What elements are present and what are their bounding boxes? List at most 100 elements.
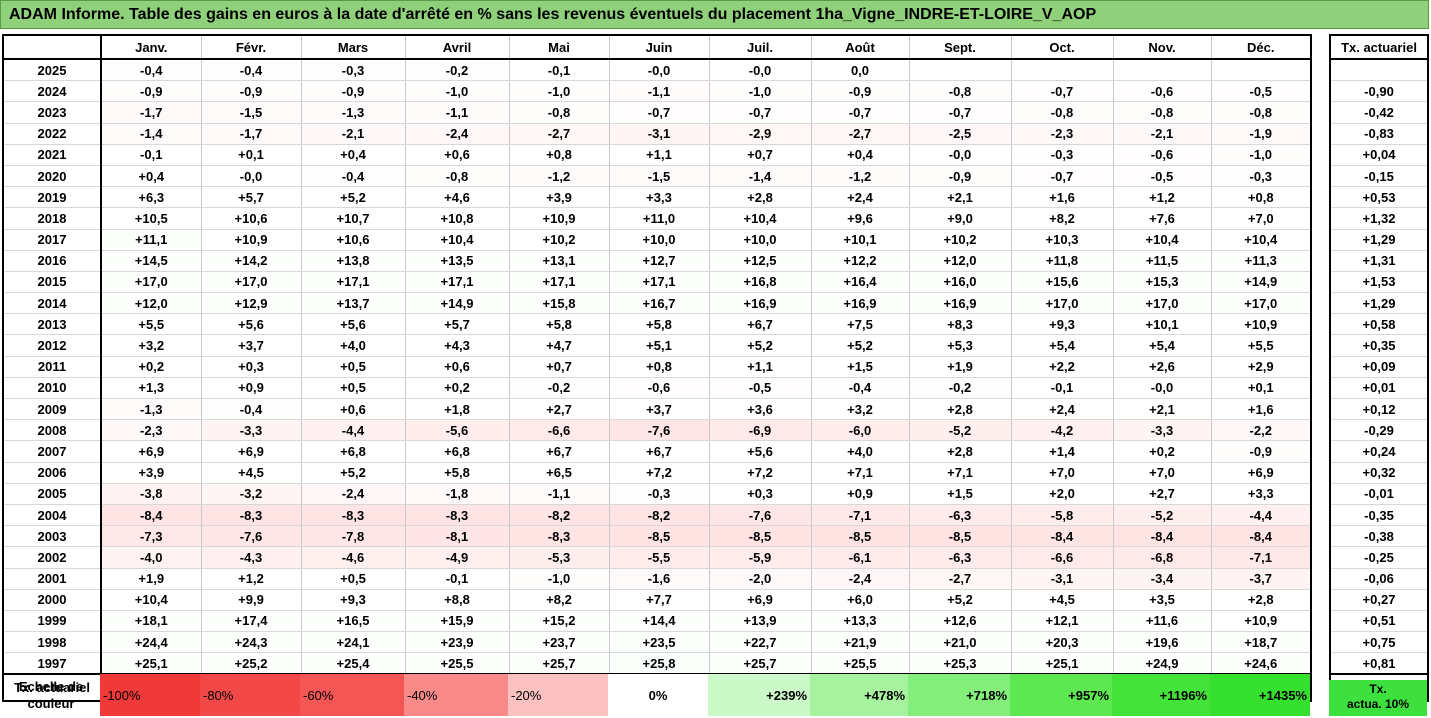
gain-cell: +16,9 — [811, 292, 910, 315]
tx-actuariel-cell: +1,53 — [1330, 271, 1429, 294]
gain-cell: -2,9 — [709, 123, 812, 145]
gain-cell: -4,9 — [405, 546, 510, 569]
gain-cell: -0,0 — [609, 59, 710, 82]
gain-cell: -2,1 — [1113, 123, 1212, 145]
year-cell: 2016 — [3, 250, 102, 272]
gain-cell: +0,6 — [405, 356, 510, 378]
gain-cell: +14,9 — [1211, 271, 1312, 294]
gain-cell: -1,0 — [1211, 144, 1312, 166]
tx-actuariel-cell: +0,04 — [1330, 144, 1429, 166]
gain-cell: -3,4 — [1113, 568, 1212, 590]
gain-cell: +1,6 — [1011, 186, 1114, 209]
gain-cell: -0,6 — [1113, 144, 1212, 166]
gain-cell: -6,6 — [1011, 546, 1114, 569]
gain-cell: -8,3 — [405, 504, 510, 527]
tx-actuariel-cell: +0,58 — [1330, 313, 1429, 336]
gain-cell: +10,9 — [1211, 313, 1312, 336]
gain-cell: +24,9 — [1113, 652, 1212, 676]
gain-cell: -5,6 — [405, 419, 510, 442]
gain-cell: +25,3 — [909, 652, 1012, 676]
gain-cell: +16,9 — [709, 292, 812, 315]
gain-cell: +1,6 — [1211, 398, 1312, 421]
month-header: Févr. — [201, 35, 302, 60]
gain-cell: +9,9 — [201, 589, 302, 611]
gain-cell: +10,4 — [1211, 229, 1312, 251]
table-row: 2011 +0,2 +0,3 +0,5 +0,6 +0,7 +0,8 +1,1 +1,5 +1,9… — [3, 356, 1312, 378]
gain-cell: +2,1 — [1113, 398, 1212, 421]
table-row: 2012 +3,2 +3,7 +4,0 +4,3 +4,7 +5,1 +5,2 +5,2 +5,3… — [3, 334, 1312, 357]
gain-cell: -0,0 — [709, 59, 812, 82]
gain-cell: +7,0 — [1113, 462, 1212, 484]
gain-cell: -3,1 — [609, 123, 710, 145]
gain-cell: +21,9 — [811, 631, 910, 654]
gain-cell: -4,2 — [1011, 419, 1114, 442]
gain-cell: +2,2 — [1011, 356, 1114, 378]
color-scale-swatch: -80% — [200, 674, 300, 716]
tx-actuariel-label: Tx. actuariel — [3, 674, 102, 702]
month-header: Déc. — [1211, 35, 1312, 60]
gain-cell: +2,8 — [909, 440, 1012, 463]
gain-cell: -6,1 — [811, 546, 910, 569]
gain-cell: -1,0 — [509, 80, 610, 103]
gain-cell: +5,5 — [1211, 334, 1312, 357]
gain-cell: +6,9 — [1211, 462, 1312, 484]
gain-cell: -3,3 — [1113, 419, 1212, 442]
gain-cell: -2,3 — [1011, 123, 1114, 145]
gain-cell: -2,1 — [301, 123, 406, 145]
gain-cell: +0,6 — [301, 398, 406, 421]
gain-cell: -0,3 — [301, 59, 406, 82]
gain-cell: +12,0 — [909, 250, 1012, 272]
gain-cell: -8,3 — [301, 504, 406, 527]
gain-cell: -0,9 — [811, 80, 910, 103]
gain-cell: +2,4 — [811, 186, 910, 209]
gains-table: Janv. Févr. Mars Avril Mai Juin Juil. Août Sept.… — [2, 34, 1312, 703]
gain-cell: +5,3 — [909, 334, 1012, 357]
year-cell: 2008 — [3, 419, 102, 442]
gain-cell: +11,8 — [1011, 250, 1114, 272]
year-cell: 2015 — [3, 271, 102, 294]
gain-cell: +16,8 — [709, 271, 812, 294]
table-row: 2001 +1,9 +1,2 +0,5 -0,1 -1,0 -1,6 -2,0 -2,4 -2,7… — [3, 568, 1312, 590]
tx-actuariel-cell: +0,27 — [1330, 589, 1429, 611]
gain-cell: +0,4 — [811, 144, 910, 166]
gain-cell: +10,3 — [1011, 229, 1114, 251]
gain-cell: +4,5 — [1011, 589, 1114, 611]
gain-cell: -2,0 — [709, 568, 812, 590]
gain-cell: -1,0 — [709, 80, 812, 103]
gain-cell: -0,5 — [709, 377, 812, 400]
gain-cell: -8,4 — [1211, 525, 1312, 548]
gain-cell: +11,5 — [1113, 250, 1212, 272]
gain-cell: +6,0 — [811, 589, 910, 611]
color-scale-label-line2: couleur — [27, 696, 75, 711]
gain-cell: +3,3 — [609, 186, 710, 209]
gain-cell: -2,2 — [1211, 419, 1312, 442]
table-row: 2014 +12,0 +12,9 +13,7 +14,9 +15,8 +16,7 +16,9 +… — [3, 292, 1312, 315]
gain-cell: +2,0 — [1011, 483, 1114, 505]
gain-cell: -0,9 — [1211, 440, 1312, 463]
table-row: 2024 -0,9 -0,9 -0,9 -1,0 -1,0 -1,1 -1,0 -0,9 -0,8… — [3, 80, 1312, 103]
gain-cell: -4,6 — [301, 546, 406, 569]
gain-cell: +3,7 — [201, 334, 302, 357]
gain-cell: +10,2 — [509, 229, 610, 251]
gain-cell: +5,5 — [101, 313, 202, 336]
gain-cell: -1,3 — [301, 101, 406, 124]
gain-cell: +11,3 — [1211, 250, 1312, 272]
legend-tx-line1: Tx. — [1369, 682, 1387, 696]
gain-cell: +10,4 — [709, 207, 812, 230]
year-cell: 2004 — [3, 504, 102, 527]
tx-actuariel-cell: +1,29 — [1330, 229, 1429, 251]
table-row: 2022 -1,4 -1,7 -2,1 -2,4 -2,7 -3,1 -2,9 -2,7 -2,5… — [3, 123, 1312, 145]
gain-cell: +14,9 — [405, 292, 510, 315]
gain-cell: +10,1 — [811, 229, 910, 251]
year-cell: 2010 — [3, 377, 102, 400]
tx-actuariel-cell: +0,51 — [1330, 610, 1429, 633]
gain-cell: +10,4 — [101, 589, 202, 611]
gain-cell: -5,8 — [1011, 504, 1114, 527]
gain-cell: +13,1 — [509, 250, 610, 272]
tx-actuariel-cell: +0,75 — [1330, 631, 1429, 654]
legend-tx-line2: actua. 10% — [1346, 697, 1410, 711]
gain-cell: +16,7 — [609, 292, 710, 315]
gain-cell: +25,2 — [201, 652, 302, 676]
gain-cell: +25,7 — [509, 652, 610, 676]
gain-cell: +19,6 — [1113, 631, 1212, 654]
